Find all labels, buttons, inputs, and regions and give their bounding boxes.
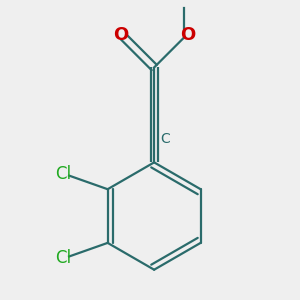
- Text: O: O: [113, 26, 128, 44]
- Text: Cl: Cl: [56, 250, 71, 268]
- Text: C: C: [160, 132, 170, 146]
- Text: Cl: Cl: [56, 165, 71, 183]
- Text: O: O: [180, 26, 195, 44]
